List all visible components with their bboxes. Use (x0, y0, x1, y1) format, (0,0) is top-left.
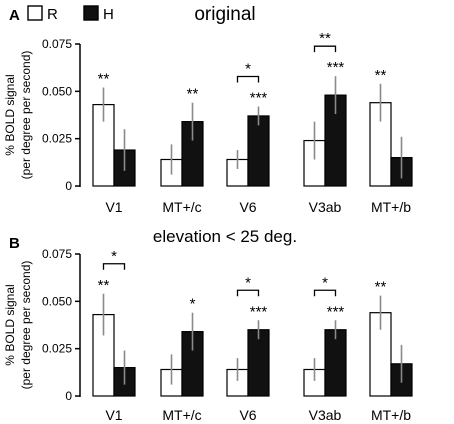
y-tick-label: 0 (65, 389, 72, 403)
legend-label-h: H (103, 6, 114, 23)
significance-bracket (102, 263, 126, 270)
y-tick-label: 0 (65, 179, 72, 193)
panel-letter: A (9, 7, 20, 24)
y-tick-label: 0.025 (42, 132, 72, 146)
panel-letter: B (9, 235, 20, 252)
y-axis-label: % BOLD signal (3, 74, 17, 155)
category-label: MT+/b (371, 407, 411, 423)
category-label: V1 (105, 199, 122, 215)
significance-marker: ** (375, 67, 387, 84)
bracket-label: * (322, 274, 328, 291)
significance-marker: ** (375, 279, 387, 296)
y-tick-label: 0.075 (42, 247, 72, 261)
significance-marker: *** (327, 303, 345, 320)
category-label: V1 (105, 407, 122, 423)
chart-title: elevation < 25 deg. (153, 227, 297, 246)
significance-marker: ** (187, 86, 199, 103)
significance-bracket (236, 289, 260, 297)
bracket-label: ** (319, 30, 331, 47)
significance-marker: *** (250, 89, 268, 106)
significance-bracket (313, 289, 337, 297)
bar-h-v6 (247, 115, 270, 187)
y-axis-label-units: (per degree per second) (19, 51, 33, 180)
chart-title: original (194, 4, 255, 25)
legend-swatch-h (83, 5, 99, 21)
significance-bracket (313, 45, 337, 53)
bar-h-v6 (247, 329, 270, 397)
y-tick-label: 0.050 (42, 84, 72, 98)
significance-marker: * (190, 296, 196, 313)
category-label: V3ab (309, 407, 342, 423)
bracket-label: * (245, 274, 251, 291)
bar-h-v3ab (324, 329, 347, 397)
category-label: MT+/b (371, 199, 411, 215)
y-axis-label-units: (per degree per second) (19, 261, 33, 390)
y-tick-label: 0.050 (42, 294, 72, 308)
category-label: MT+/c (162, 407, 201, 423)
bracket-label: * (111, 248, 117, 265)
category-label: V6 (239, 199, 256, 215)
bracket-label: * (245, 60, 251, 77)
y-tick-label: 0.075 (42, 37, 72, 51)
significance-marker: ** (98, 277, 110, 294)
category-label: MT+/c (162, 199, 201, 215)
category-label: V6 (239, 407, 256, 423)
y-axis-label: % BOLD signal (3, 284, 17, 365)
legend-swatch-r (27, 5, 43, 21)
significance-bracket (236, 75, 260, 83)
significance-marker: ** (98, 71, 110, 88)
significance-marker: *** (327, 59, 345, 76)
legend-label-r: R (47, 6, 58, 23)
category-label: V3ab (309, 199, 342, 215)
significance-marker: *** (250, 303, 268, 320)
y-tick-label: 0.025 (42, 342, 72, 356)
